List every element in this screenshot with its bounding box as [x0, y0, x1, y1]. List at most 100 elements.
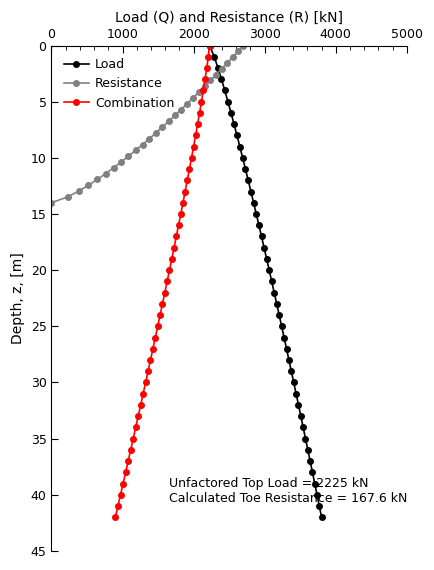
- Combination: [158, 312, 163, 319]
- Combination: [169, 255, 174, 262]
- Load: [284, 345, 289, 352]
- Combination: [141, 390, 146, 397]
- Combination: [153, 334, 158, 341]
- Load: [269, 278, 274, 285]
- Resistance: [153, 129, 158, 136]
- Load: [240, 154, 245, 161]
- Combination: [167, 267, 172, 274]
- Load: [286, 357, 292, 364]
- Combination: [118, 491, 123, 498]
- Combination: [125, 458, 131, 465]
- Load: [317, 503, 322, 510]
- Load: [282, 334, 287, 341]
- Load: [248, 188, 253, 195]
- Load: [243, 166, 248, 173]
- Load: [212, 54, 217, 60]
- Legend: Load, Resistance, Combination: Load, Resistance, Combination: [58, 52, 181, 116]
- Line: Combination: Combination: [112, 43, 212, 520]
- X-axis label: Load (Q) and Resistance (R) [kN]: Load (Q) and Resistance (R) [kN]: [115, 11, 343, 25]
- Combination: [195, 121, 200, 128]
- Combination: [148, 357, 153, 364]
- Load: [289, 368, 294, 374]
- Combination: [199, 98, 204, 105]
- Load: [291, 379, 296, 386]
- Resistance: [166, 118, 171, 125]
- Combination: [133, 424, 138, 431]
- Resistance: [86, 182, 91, 189]
- Load: [251, 200, 256, 206]
- Load: [219, 76, 224, 83]
- Line: Resistance: Resistance: [49, 43, 246, 206]
- Combination: [164, 278, 170, 285]
- Combination: [162, 289, 168, 296]
- Load: [256, 222, 262, 229]
- Load: [272, 289, 277, 296]
- Resistance: [230, 54, 235, 60]
- Combination: [135, 413, 141, 420]
- Combination: [174, 233, 179, 240]
- Load: [314, 491, 319, 498]
- Combination: [202, 76, 207, 83]
- Combination: [207, 42, 212, 49]
- Y-axis label: Depth, z, [m]: Depth, z, [m]: [11, 253, 25, 344]
- Load: [234, 132, 240, 139]
- Combination: [155, 323, 160, 329]
- Combination: [193, 132, 198, 139]
- Combination: [160, 300, 165, 307]
- Load: [264, 255, 269, 262]
- Combination: [191, 143, 196, 150]
- Resistance: [202, 83, 207, 89]
- Resistance: [178, 106, 184, 113]
- Resistance: [241, 42, 246, 49]
- Load: [310, 469, 315, 476]
- Combination: [143, 379, 148, 386]
- Load: [246, 177, 251, 184]
- Load: [231, 121, 237, 128]
- Combination: [197, 109, 202, 116]
- Load: [279, 323, 284, 329]
- Resistance: [208, 77, 213, 84]
- Resistance: [65, 193, 70, 200]
- Load: [222, 87, 227, 94]
- Combination: [181, 200, 186, 206]
- Combination: [113, 514, 118, 520]
- Load: [261, 245, 266, 251]
- Resistance: [140, 141, 145, 148]
- Combination: [178, 210, 184, 217]
- Combination: [121, 480, 126, 487]
- Combination: [176, 222, 181, 229]
- Resistance: [196, 89, 201, 96]
- Resistance: [95, 176, 100, 183]
- Resistance: [147, 135, 152, 142]
- Combination: [145, 368, 151, 374]
- Text: Unfactored Top Load = 2225 kN
Calculated Toe Resistance = 167.6 kN: Unfactored Top Load = 2225 kN Calculated…: [169, 478, 407, 506]
- Combination: [189, 154, 194, 161]
- Load: [305, 446, 310, 453]
- Load: [266, 267, 272, 274]
- Load: [312, 480, 317, 487]
- Resistance: [49, 200, 54, 206]
- Resistance: [235, 48, 240, 55]
- Resistance: [214, 71, 219, 78]
- Combination: [185, 177, 190, 184]
- Combination: [150, 345, 155, 352]
- Combination: [131, 435, 136, 442]
- Load: [259, 233, 264, 240]
- Combination: [201, 87, 206, 94]
- Combination: [128, 446, 133, 453]
- Load: [207, 42, 212, 49]
- Combination: [171, 245, 177, 251]
- Load: [308, 458, 313, 465]
- Resistance: [76, 188, 81, 194]
- Combination: [204, 64, 209, 71]
- Resistance: [184, 100, 190, 107]
- Load: [215, 64, 220, 71]
- Load: [293, 390, 299, 397]
- Load: [319, 514, 324, 520]
- Load: [225, 98, 230, 105]
- Resistance: [118, 158, 124, 165]
- Load: [296, 401, 301, 408]
- Load: [301, 424, 306, 431]
- Resistance: [160, 124, 165, 131]
- Combination: [206, 54, 211, 60]
